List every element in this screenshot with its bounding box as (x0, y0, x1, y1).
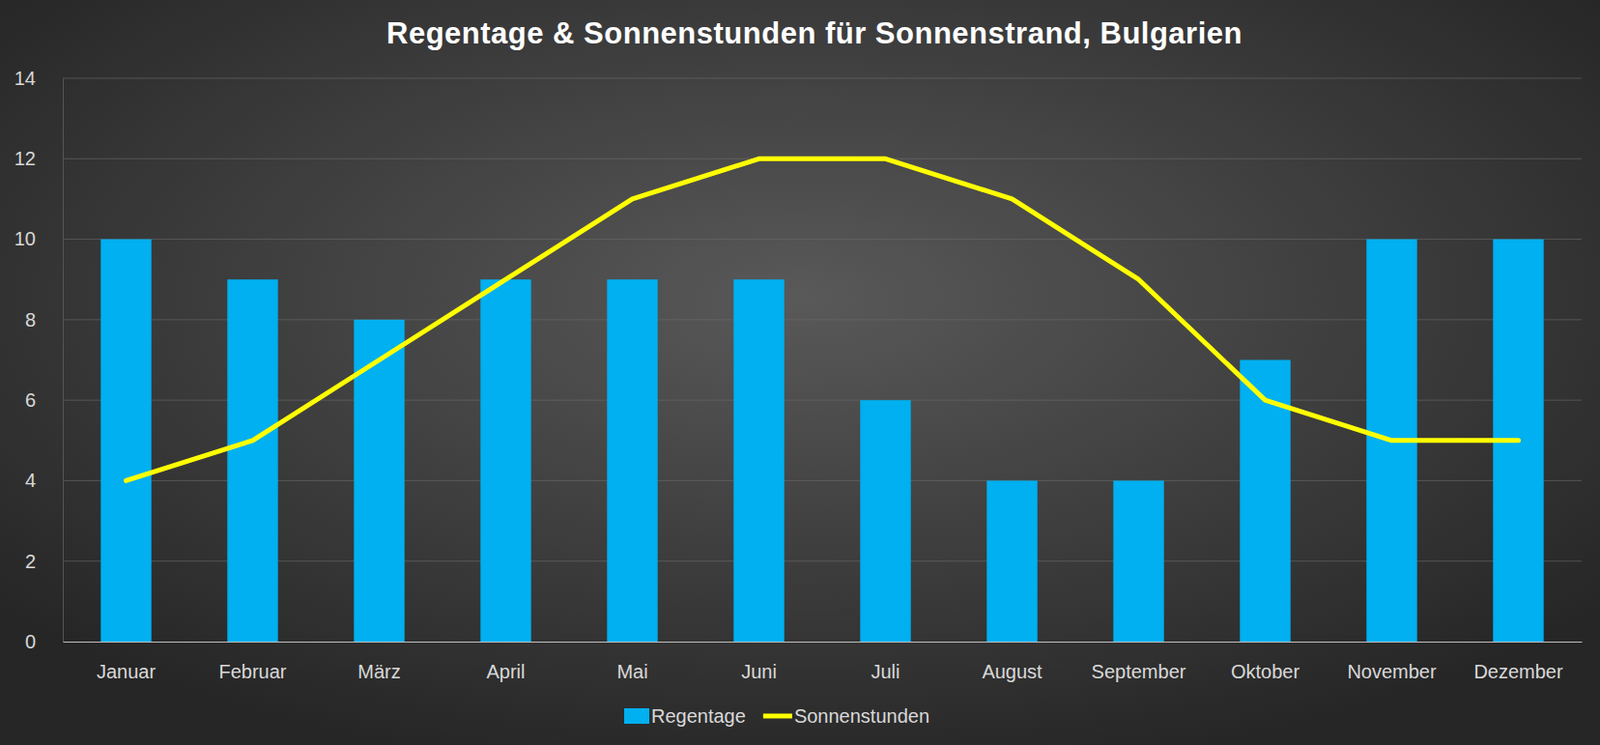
y-tick-label: 6 (25, 389, 36, 411)
bar (606, 279, 658, 642)
x-tick: September (1091, 641, 1187, 683)
x-tick: Januar (96, 641, 156, 683)
y-tick: 10 (14, 228, 63, 250)
y-tick: 12 (14, 147, 63, 170)
x-axis-line (63, 641, 1583, 643)
grid-line (62, 238, 1582, 240)
y-tick: 0 (25, 630, 63, 653)
y-tick: 14 (14, 67, 63, 89)
x-tick-label: Dezember (1473, 660, 1564, 683)
bar (480, 279, 531, 642)
chart-title: Regentage & Sonnenstunden für Sonnenstra… (386, 16, 1243, 51)
y-axis: 0 2 4 6 8 10 12 14 (14, 67, 64, 653)
legend-label: Sonnenstunden (794, 705, 930, 727)
y-tick-label: 10 (14, 228, 36, 250)
background (0, 0, 1600, 745)
y-tick: 6 (25, 389, 63, 411)
x-tick-label: September (1091, 660, 1187, 683)
legend-swatch (763, 714, 793, 719)
x-tick-label: April (485, 660, 525, 683)
x-axis: Januar Februar März April Mai Juni Juli August S… (63, 641, 1583, 683)
y-tick-label: 12 (14, 147, 36, 170)
y-axis-line (62, 79, 64, 643)
grid-line (62, 400, 1582, 401)
x-tick: März (357, 641, 400, 683)
x-tick-label: Juli (870, 660, 900, 683)
y-tick-label: 8 (25, 309, 36, 331)
x-tick-label: Januar (96, 660, 156, 683)
y-tick: 8 (25, 309, 63, 331)
x-tick: Februar (218, 641, 286, 683)
bar (100, 239, 151, 642)
line (126, 158, 1519, 481)
grid-line (62, 78, 1582, 80)
x-tick-label: November (1346, 660, 1437, 683)
grid-line (62, 560, 1582, 562)
bar (859, 400, 911, 642)
x-tick: Juli (870, 641, 900, 683)
x-tick-label: Februar (218, 660, 286, 683)
y-tick: 2 (25, 550, 63, 572)
x-tick-label: August (981, 660, 1043, 683)
x-tick: Oktober (1230, 641, 1300, 683)
legend-item (624, 708, 650, 724)
x-tick-label: Juni (741, 660, 777, 683)
x-tick: August (981, 641, 1043, 683)
x-tick: Mai (616, 641, 648, 683)
y-tick-label: 4 (25, 469, 36, 491)
grid (62, 78, 1582, 562)
bar (353, 319, 404, 642)
x-tick-label: Oktober (1230, 660, 1300, 683)
x-tick-label: März (357, 660, 400, 683)
grid-line (62, 480, 1582, 482)
x-tick: Dezember (1473, 641, 1564, 683)
bar (227, 279, 278, 642)
y-tick-label: 2 (25, 550, 36, 572)
x-tick: Juni (741, 641, 777, 683)
x-tick: April (485, 641, 525, 683)
legend-item (763, 715, 793, 717)
plot-area (100, 158, 1543, 642)
legend: Regentage Sonnenstunden (624, 705, 930, 727)
y-tick: 4 (25, 469, 63, 491)
chart-svg: Regentage & Sonnenstunden für Sonnenstra… (0, 0, 1600, 745)
bar (1113, 480, 1164, 642)
bar (986, 480, 1037, 642)
legend-label: Regentage (651, 705, 746, 727)
bar (733, 279, 784, 642)
x-tick-label: Mai (616, 660, 648, 683)
y-tick-label: 14 (14, 67, 36, 89)
y-tick-label: 0 (25, 630, 36, 653)
grid-line (62, 318, 1582, 320)
x-tick: November (1346, 641, 1437, 683)
legend-swatch (624, 708, 650, 724)
bar-series (100, 239, 1543, 642)
